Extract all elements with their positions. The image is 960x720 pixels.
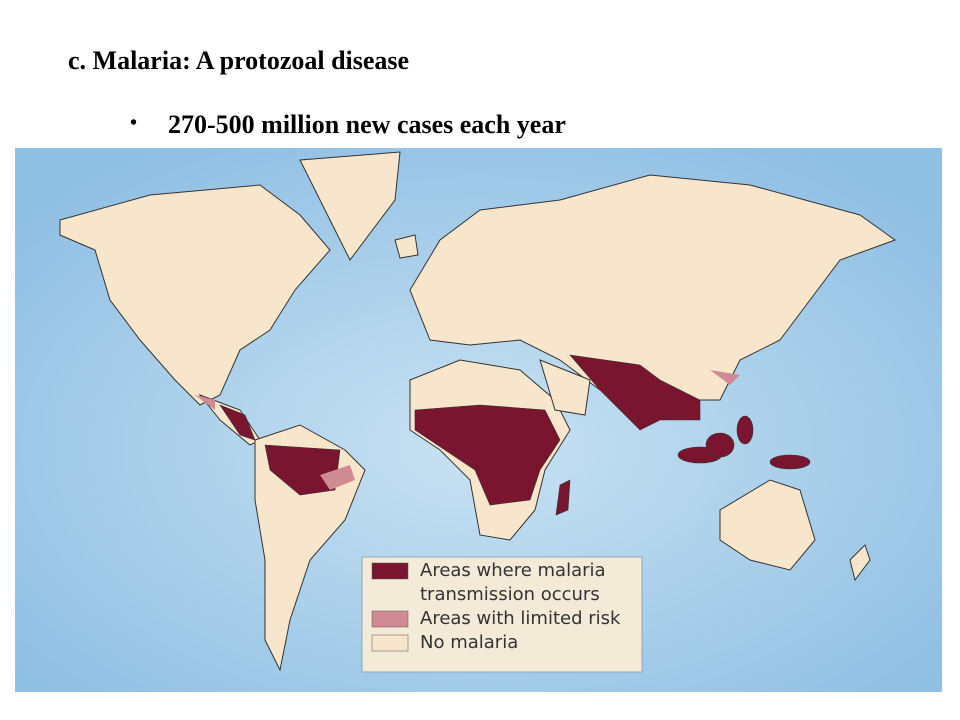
bullet-text: 270-500 million new cases each year (168, 110, 566, 139)
legend-swatch (371, 610, 409, 628)
malaria-areas (195, 354, 811, 516)
legend-label: Areas with limited risk (420, 608, 621, 629)
bullet-dot: • (130, 112, 138, 134)
legend-box (361, 556, 643, 673)
legend-label: transmission occurs (420, 584, 600, 605)
legend-label: No malaria (420, 632, 518, 653)
slide-title: c. Malaria: A protozoal disease (68, 46, 410, 75)
legend: Areas where malaria transmission occurs Ar… (371, 560, 621, 653)
legend-swatch (371, 634, 409, 652)
legend-swatch (371, 562, 409, 580)
legend-label: Areas where malaria (420, 560, 606, 581)
